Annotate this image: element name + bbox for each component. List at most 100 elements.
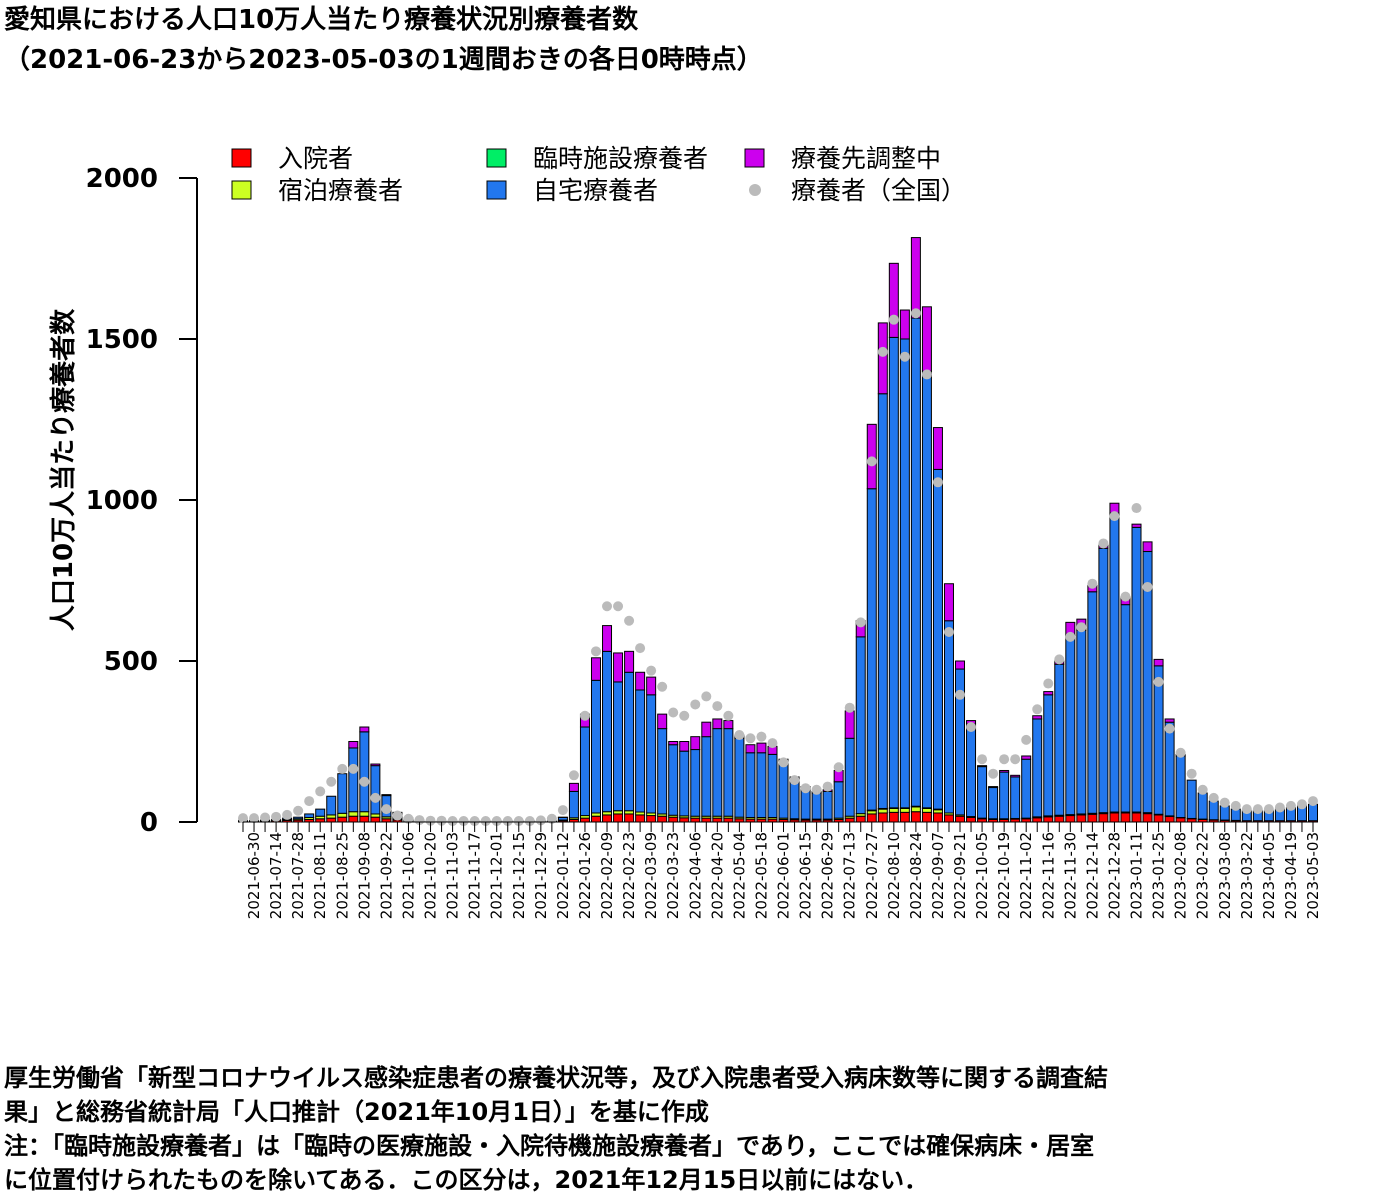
bar-segment xyxy=(382,795,391,796)
national-point xyxy=(790,775,800,785)
national-point xyxy=(591,646,601,656)
bar-segment xyxy=(1187,780,1196,818)
national-point xyxy=(966,722,976,732)
bar-segment xyxy=(933,813,942,822)
national-point xyxy=(834,762,844,772)
national-point xyxy=(1275,803,1285,813)
bar-segment xyxy=(603,626,612,652)
national-point xyxy=(392,811,402,821)
x-tick-label: 2021-08-11 xyxy=(311,832,329,919)
national-point xyxy=(348,764,358,774)
y-axis-label: 人口10万人当たり療養者数 xyxy=(49,308,79,631)
bar-segment xyxy=(956,816,965,822)
chart-title: 愛知県における人口10万人当たり療養状況別療養者数 xyxy=(4,5,639,35)
bar-segment xyxy=(878,394,887,809)
bar-segment xyxy=(603,815,612,822)
bar-segment xyxy=(911,807,920,812)
bar-segment xyxy=(614,653,623,682)
x-tick-label: 2023-04-05 xyxy=(1260,832,1278,919)
bar-segment xyxy=(713,729,722,817)
national-point xyxy=(370,793,380,803)
bar-segment xyxy=(680,818,689,822)
legend-swatch xyxy=(487,181,506,199)
national-point xyxy=(1054,654,1064,664)
national-point xyxy=(767,738,777,748)
bar-segment xyxy=(1044,695,1053,816)
bar-segment xyxy=(658,714,667,728)
x-tick-label: 2022-11-16 xyxy=(1039,832,1057,919)
bar-segment xyxy=(944,621,953,813)
bar-segment xyxy=(1033,716,1042,719)
bar-segment xyxy=(1000,772,1009,819)
bar-segment xyxy=(327,796,336,815)
bar-segment xyxy=(713,818,722,822)
x-tick-label: 2022-11-02 xyxy=(1017,832,1035,919)
x-tick-label: 2022-09-21 xyxy=(951,832,969,919)
x-tick-label: 2022-09-07 xyxy=(929,832,947,919)
x-tick-label: 2022-06-29 xyxy=(819,832,837,919)
x-tick-label: 2022-05-18 xyxy=(752,832,770,919)
bar-segment xyxy=(812,793,821,819)
national-point xyxy=(756,732,766,742)
bar-segment xyxy=(1220,806,1229,820)
bar-segment xyxy=(889,337,898,807)
bar-segment xyxy=(878,809,887,813)
bar-segment xyxy=(1154,666,1163,814)
x-tick-label: 2022-03-23 xyxy=(664,832,682,919)
bar-segment xyxy=(922,808,931,812)
bar-segment xyxy=(867,814,876,822)
x-tick-label: 2021-12-29 xyxy=(532,832,550,919)
bar-segment xyxy=(911,318,920,806)
bar-segment xyxy=(1022,759,1031,818)
x-tick-label: 2022-07-13 xyxy=(841,832,859,919)
x-tick-label: 2022-04-06 xyxy=(686,832,704,919)
bar-segment xyxy=(1110,813,1119,822)
bar-segment xyxy=(338,774,347,814)
legend-swatch xyxy=(487,149,506,167)
bar-segment xyxy=(349,816,358,822)
bar-segment xyxy=(614,682,623,811)
bar-segment xyxy=(1011,775,1020,777)
bar-segment xyxy=(845,818,854,822)
national-point xyxy=(911,308,921,318)
national-point xyxy=(1297,799,1307,809)
chart-subtitle: （2021-06-23から2023-05-03の1週間おきの各日0時時点） xyxy=(4,44,763,75)
national-point xyxy=(304,796,314,806)
y-tick-label: 500 xyxy=(104,647,158,677)
bar-segment xyxy=(580,727,589,816)
national-point xyxy=(745,733,755,743)
bar-segment xyxy=(1209,801,1218,820)
national-point xyxy=(624,616,634,626)
bar-segment xyxy=(1132,527,1141,812)
bar-segment xyxy=(349,742,358,748)
national-point xyxy=(933,477,943,487)
bar-segment xyxy=(360,727,369,732)
national-point xyxy=(1154,677,1164,687)
bar-segment xyxy=(1309,804,1318,820)
bar-segment xyxy=(1011,777,1020,819)
x-tick-label: 2022-08-24 xyxy=(907,832,925,919)
bar-segment xyxy=(1044,692,1053,695)
x-tick-label: 2023-02-08 xyxy=(1172,832,1190,919)
bar-segment xyxy=(625,651,634,672)
x-tick-label: 2022-03-09 xyxy=(642,832,660,919)
bar-segment xyxy=(900,310,909,339)
national-point xyxy=(1286,801,1296,811)
bar-segment xyxy=(933,469,942,809)
bar-segment xyxy=(922,371,931,808)
x-tick-label: 2022-06-01 xyxy=(775,832,793,919)
bar-segment xyxy=(669,817,678,822)
legend-swatch xyxy=(232,181,251,199)
x-tick-label: 2022-12-14 xyxy=(1083,832,1101,919)
bar-segment xyxy=(647,816,656,822)
x-tick-label: 2023-03-22 xyxy=(1238,832,1256,919)
x-tick-label: 2022-08-10 xyxy=(885,832,903,919)
national-point xyxy=(1120,592,1130,602)
bar-segment xyxy=(922,812,931,822)
bar-segment xyxy=(978,766,987,767)
bar-segment xyxy=(900,812,909,822)
bar-segment xyxy=(338,813,347,817)
bar-segment xyxy=(1055,816,1064,822)
national-point xyxy=(569,770,579,780)
